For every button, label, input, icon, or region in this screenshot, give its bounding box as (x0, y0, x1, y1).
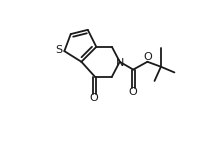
Text: N: N (116, 58, 125, 68)
Text: O: O (89, 93, 98, 103)
Text: O: O (143, 52, 152, 62)
Text: S: S (55, 45, 63, 55)
Text: O: O (128, 87, 137, 97)
